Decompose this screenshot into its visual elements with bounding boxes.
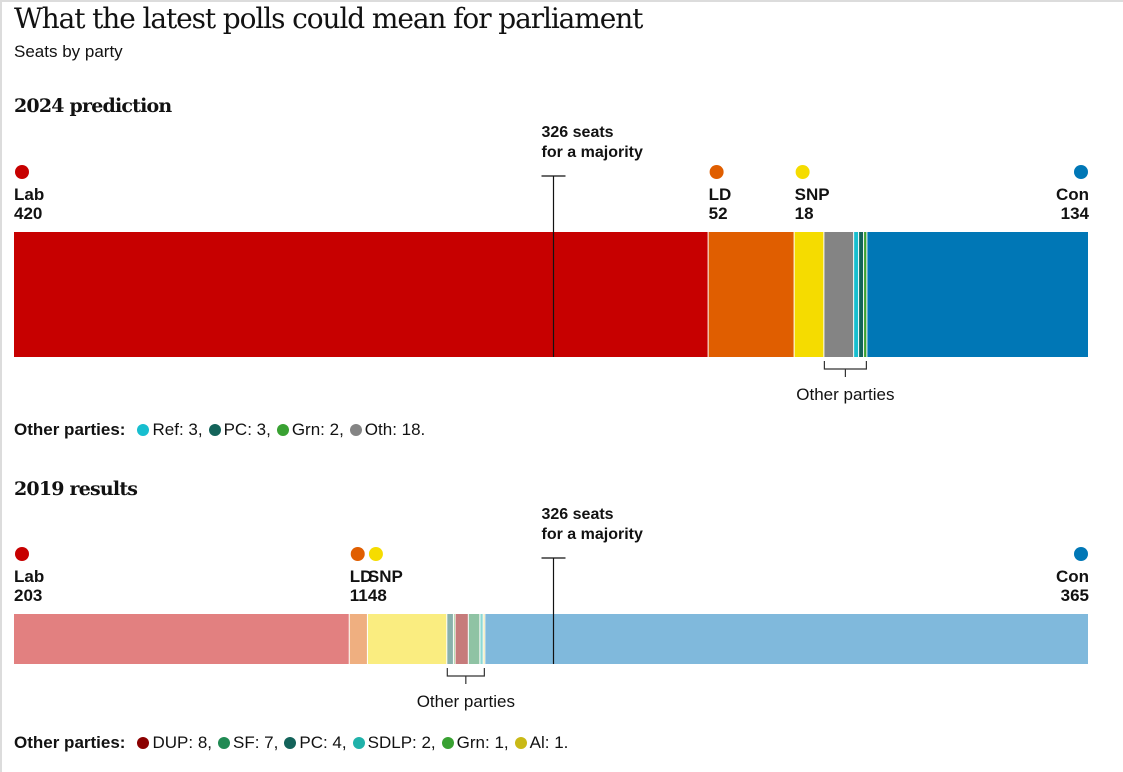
party-dot-lab [15,547,29,561]
bar-segment-ld [349,614,367,664]
legend-dot-icon [514,737,527,749]
party-seats-label: 18 [795,204,814,223]
bar-segment-grn [453,614,455,664]
frame-left-border [0,0,2,772]
party-seats-label: 52 [709,204,728,223]
legend-item: PC: 3, [208,420,271,440]
section-title-2019: 2019 results [14,478,138,500]
party-dot-con [1074,547,1088,561]
party-name-label: LD [709,185,732,204]
legend-text: Al: 1. [529,733,569,752]
bar-segment-dup [455,614,468,664]
legend-text: DUP: 8, [152,733,213,752]
bar-segment-con [485,614,1088,664]
party-name-label: LD [350,567,373,586]
bar-segment-lab [14,614,349,664]
party-dot-con [1074,165,1088,179]
bar-segment-pc [447,614,453,664]
legend-item: Grn: 2, [276,420,344,440]
party-name-label: Lab [14,185,44,204]
other-parties-label: Other parties [796,385,894,404]
legend-text: Grn: 1, [456,733,509,752]
legend-dot-icon [441,737,454,749]
bar-segment-grn [864,232,867,357]
legend-dot-icon [218,737,231,749]
legend-text: Ref: 3, [152,420,203,439]
bar-segment-pc [859,232,864,357]
legend-text: Grn: 2, [291,420,344,439]
legend-heading: Other parties: [14,733,126,752]
bar-segment-snp [794,232,824,357]
bar-segment-lab [14,232,708,357]
legend-text: PC: 3, [223,420,271,439]
frame-top-border [0,0,1123,2]
other-parties-legend-2024: Other parties: Ref: 3, PC: 3, Grn: 2, Oth: … [14,420,431,440]
party-name-label: Lab [14,567,44,586]
party-seats-label: 48 [368,586,387,605]
bar-segment-con [867,232,1088,357]
party-dot-lab [15,165,29,179]
bar-segment-oth [824,232,854,357]
party-name-label: Con [1056,567,1089,586]
legend-dot-icon [137,737,150,749]
party-dot-snp [368,547,383,561]
bar-segment-al [483,614,485,664]
majority-label-line2: for a majority [542,144,643,161]
bar-segment-ref [854,232,859,357]
bar-segment-ld [708,232,794,357]
party-dot-snp [795,165,810,179]
party-seats-label: 134 [1061,204,1090,223]
party-dot-ld [709,165,724,179]
legend-dot-icon [137,424,150,436]
majority-label-line1: 326 seats [542,506,614,523]
legend-dot-icon [284,737,297,749]
other-parties-bracket [823,361,867,377]
party-seats-label: 420 [14,204,42,223]
other-parties-label: Other parties [417,692,515,711]
legend-item: DUP: 8, [137,733,212,753]
other-parties-legend-2019: Other parties: DUP: 8, SF: 7, PC: 4, SDLP: … [14,733,574,753]
legend-text: Oth: 18. [364,420,426,439]
bar-segment-snp [367,614,447,664]
party-seats-label: 203 [14,586,42,605]
chart-title: What the latest polls could mean for par… [14,2,643,35]
legend-dot-icon [349,424,362,436]
party-dot-ld [350,547,365,561]
legend-text: SF: 7, [233,733,279,752]
legend-text: PC: 4, [299,733,347,752]
party-seats-label: 11 [350,586,368,605]
majority-label-line1: 326 seats [542,124,614,141]
legend-dot-icon [352,737,365,749]
legend-item: Al: 1. [514,733,569,753]
chart-subtitle: Seats by party [14,42,123,61]
legend-item: Ref: 3, [137,420,203,440]
party-name-label: Con [1056,185,1089,204]
party-name-label: SNP [368,567,403,586]
legend-heading: Other parties: [14,420,126,439]
party-seats-label: 365 [1061,586,1089,605]
other-parties-bracket [446,668,485,684]
legend-item: SF: 7, [218,733,278,753]
majority-label-line2: for a majority [542,526,643,543]
party-name-label: SNP [795,185,830,204]
bar-segment-sf [468,614,480,664]
section-title-2024: 2024 prediction [14,95,172,117]
legend-item: SDLP: 2, [352,733,436,753]
legend-item: Grn: 1, [441,733,509,753]
bar-segment-sdlp [480,614,483,664]
legend-item: PC: 4, [284,733,347,753]
legend-item: Oth: 18. [349,420,426,440]
legend-text: SDLP: 2, [367,733,436,752]
legend-dot-icon [208,424,221,436]
legend-dot-icon [276,424,289,436]
